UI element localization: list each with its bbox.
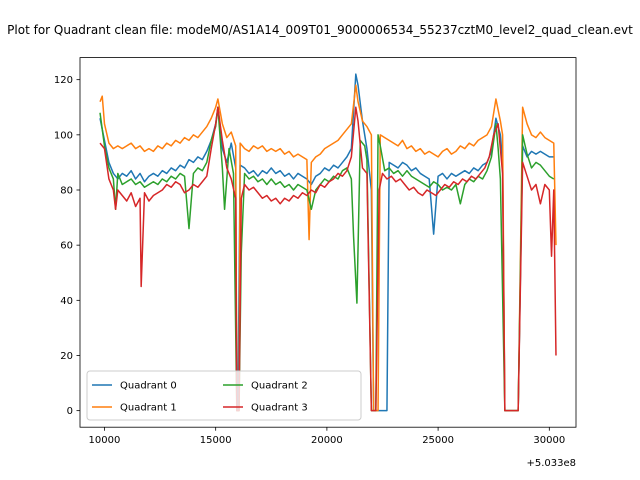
x-tick-label: 20000 xyxy=(311,435,343,446)
x-axis: 10000 15000 20000 25000 30000 xyxy=(89,427,565,446)
y-tick-label: 40 xyxy=(60,296,73,307)
legend-label-quadrant-0: Quadrant 0 xyxy=(120,381,177,392)
y-tick-label: 0 xyxy=(67,406,73,417)
y-tick-label: 60 xyxy=(60,241,73,252)
legend-box xyxy=(86,370,362,421)
y-tick-label: 80 xyxy=(60,185,73,196)
series-line-quadrant-3 xyxy=(99,106,557,412)
series-line-quadrant-1 xyxy=(99,84,557,412)
x-tick-label: 15000 xyxy=(200,435,232,446)
axes-frame xyxy=(79,57,577,428)
legend-label-quadrant-3: Quadrant 3 xyxy=(251,403,308,414)
y-tick-label: 20 xyxy=(60,351,73,362)
legend: Quadrant 0 Quadrant 1 Quadrant 2 Quadrant 3 xyxy=(86,370,362,421)
x-tick-label: 10000 xyxy=(89,435,121,446)
series-line-quadrant-0 xyxy=(99,73,554,412)
legend-label-quadrant-2: Quadrant 2 xyxy=(251,381,308,392)
y-axis: 0 20 40 60 80 100 120 xyxy=(54,75,80,417)
x-tick-label: 30000 xyxy=(533,435,565,446)
series-layer xyxy=(99,73,557,412)
y-tick-label: 100 xyxy=(54,130,73,141)
chart-title: Plot for Quadrant clean file: modeM0/AS1… xyxy=(7,23,633,37)
legend-label-quadrant-1: Quadrant 1 xyxy=(120,403,177,414)
y-tick-label: 120 xyxy=(54,75,73,86)
x-offset-label: +5.033e8 xyxy=(526,458,576,469)
x-tick-label: 25000 xyxy=(422,435,454,446)
